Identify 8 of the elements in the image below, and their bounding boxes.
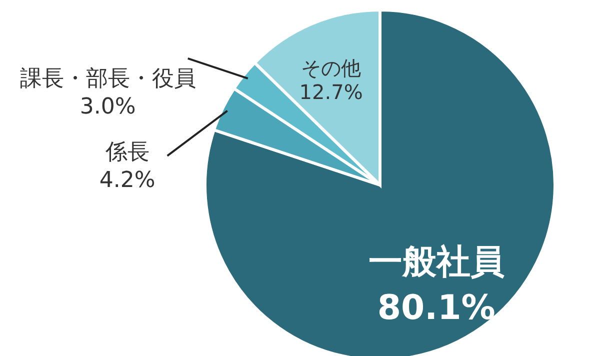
data-label: 4.2% [99, 168, 156, 193]
data-label: 3.0% [80, 94, 136, 120]
slice-label: 課長・部長・役員 [20, 66, 196, 92]
slice-label: 一般社員 [368, 242, 504, 282]
slice-label: 係長 [104, 140, 150, 165]
data-label: 80.1% [377, 288, 496, 328]
slice-label: その他 [301, 56, 362, 80]
data-label: 12.7% [299, 80, 363, 104]
